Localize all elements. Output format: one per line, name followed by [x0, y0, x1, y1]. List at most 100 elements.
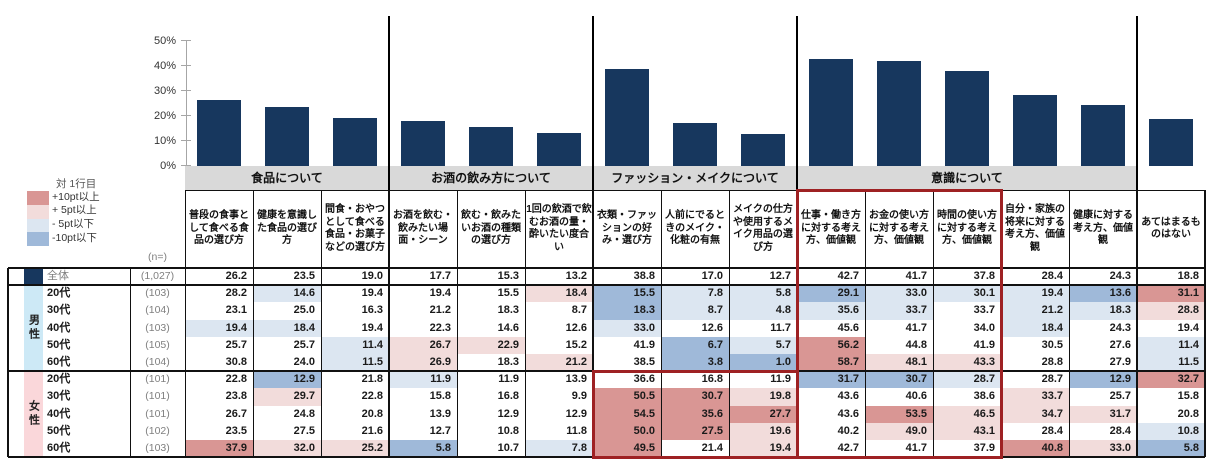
bar-5 [469, 127, 513, 166]
value-cell: 12.9 [565, 407, 587, 420]
value-cell: 41.7 [905, 442, 927, 454]
value-cell: 11.8 [566, 424, 587, 437]
value-cell: 42.7 [837, 270, 859, 282]
value-cell: 25.7 [1109, 390, 1131, 403]
value-cell: 44.8 [905, 338, 927, 351]
column-divider [864, 190, 866, 458]
y-axis-tick-label: 40% [153, 59, 176, 72]
value-cell-bg [933, 285, 1001, 303]
female-band [24, 371, 43, 458]
value-cell-bg [389, 371, 457, 389]
value-cell-bg [389, 336, 457, 354]
value-cell: 45.6 [837, 321, 859, 334]
bar-13 [1013, 94, 1057, 166]
value-cell: 28.8 [1041, 356, 1063, 368]
value-cell: 49.5 [633, 442, 655, 454]
value-cell: 11.9 [498, 373, 519, 386]
bar-4 [401, 121, 445, 166]
value-cell-bg [1137, 371, 1205, 389]
value-cell: 32.7 [1177, 373, 1199, 386]
column-header: あてはまるものはない [1141, 216, 1201, 241]
value-cell: 15.5 [633, 287, 655, 300]
category-label: ファッション・メイクについて [611, 171, 779, 186]
total-row-bottom-border [8, 284, 1205, 286]
group-divider [388, 190, 390, 458]
value-cell: 31.1 [1177, 287, 1199, 300]
value-cell-bg [525, 354, 593, 372]
value-cell: 41.7 [905, 270, 927, 282]
value-cell: 19.4 [1041, 287, 1063, 300]
value-cell-bg [593, 302, 661, 320]
row-n-value: (103) [145, 321, 170, 334]
value-cell: 11.5 [1178, 356, 1199, 368]
value-cell-bg [661, 285, 729, 303]
column-header: お金の使い方に対する考え方、価値観 [869, 210, 929, 247]
value-cell: 18.3 [497, 304, 519, 317]
value-cell: 5.7 [775, 338, 791, 351]
column-divider [184, 190, 186, 458]
row-label-age: 30代 [47, 390, 71, 403]
group-divider [1136, 190, 1138, 458]
n-header-label: (n=) [148, 251, 167, 263]
row-n-value: (105) [145, 338, 170, 351]
value-cell-bg [321, 336, 389, 354]
value-cell-bg [661, 405, 729, 423]
value-cell: 33.0 [1109, 442, 1131, 454]
value-cell: 33.7 [905, 304, 927, 317]
value-cell: 19.4 [225, 321, 247, 334]
y-axis-tick [181, 40, 191, 41]
value-cell: 19.8 [769, 390, 791, 403]
value-cell-bg [729, 388, 797, 406]
y-axis-tick-label: 30% [153, 84, 176, 97]
value-cell: 36.6 [633, 373, 655, 386]
value-cell: 34.0 [973, 321, 995, 334]
value-cell: 41.9 [973, 338, 995, 351]
header-top-border [185, 189, 1205, 191]
bar-15 [1149, 118, 1193, 166]
column-divider [456, 190, 458, 458]
value-cell: 9.9 [571, 390, 587, 403]
value-cell: 31.7 [837, 373, 859, 386]
value-cell: 50.5 [633, 390, 655, 403]
value-cell: 37.9 [973, 442, 995, 454]
column-divider [320, 190, 322, 458]
row-label-age: 60代 [47, 356, 71, 368]
value-cell: 6.7 [707, 338, 723, 351]
value-cell: 24.3 [1109, 270, 1131, 282]
value-cell-bg [729, 354, 797, 372]
value-cell: 29.7 [293, 390, 315, 403]
value-cell-bg [661, 422, 729, 440]
value-cell: 16.8 [497, 390, 519, 403]
value-cell: 30.8 [225, 356, 247, 368]
value-cell: 17.0 [701, 270, 723, 282]
row-n-value: (101) [145, 373, 170, 386]
value-cell-bg [593, 285, 661, 303]
value-cell: 27.6 [1109, 338, 1131, 351]
bar-12 [945, 71, 989, 166]
value-cell: 37.9 [225, 442, 247, 454]
value-cell: 11.9 [430, 373, 451, 386]
value-cell-bg [253, 371, 321, 389]
value-cell-bg [1069, 371, 1137, 389]
value-cell-bg [185, 440, 253, 458]
y-axis-tick [181, 115, 191, 116]
label-n-divider [129, 268, 131, 458]
column-header: 飲む・飲みたいお酒の種類の選び方 [461, 210, 521, 247]
value-cell-bg [185, 319, 253, 337]
value-cell: 11.4 [1178, 338, 1199, 351]
value-cell: 33.7 [973, 304, 995, 317]
category-band: ファッション・メイクについて [593, 165, 797, 190]
value-cell: 15.3 [497, 270, 519, 282]
value-cell: 5.8 [775, 287, 791, 300]
value-cell: 23.5 [293, 270, 315, 282]
value-cell: 35.6 [701, 407, 723, 420]
value-cell-bg [797, 371, 865, 389]
value-cell: 18.4 [293, 321, 315, 334]
bar-8 [673, 123, 717, 166]
value-cell-bg [1069, 440, 1137, 458]
legend-swatch-up [27, 204, 49, 219]
value-cell: 27.5 [293, 424, 315, 437]
y-axis-tick [181, 165, 191, 166]
value-cell-bg [797, 336, 865, 354]
value-cell: 30.1 [973, 287, 995, 300]
